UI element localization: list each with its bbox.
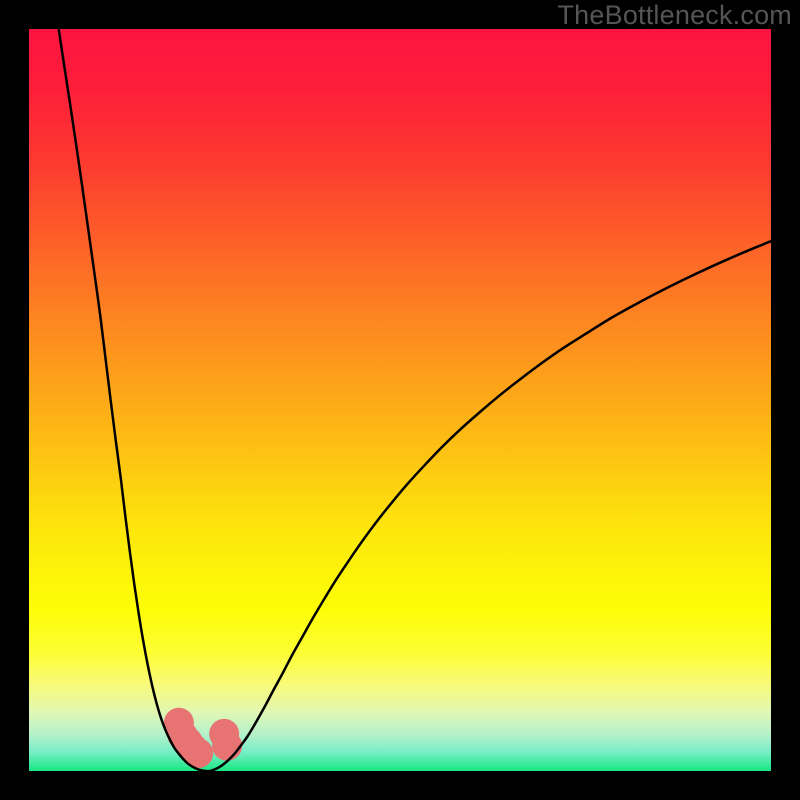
chart-root: TheBottleneck.com xyxy=(0,0,800,800)
scatter-point xyxy=(212,731,242,761)
watermark-text: TheBottleneck.com xyxy=(557,0,792,31)
chart-plot-bg xyxy=(29,29,771,771)
chart-svg xyxy=(0,0,800,800)
